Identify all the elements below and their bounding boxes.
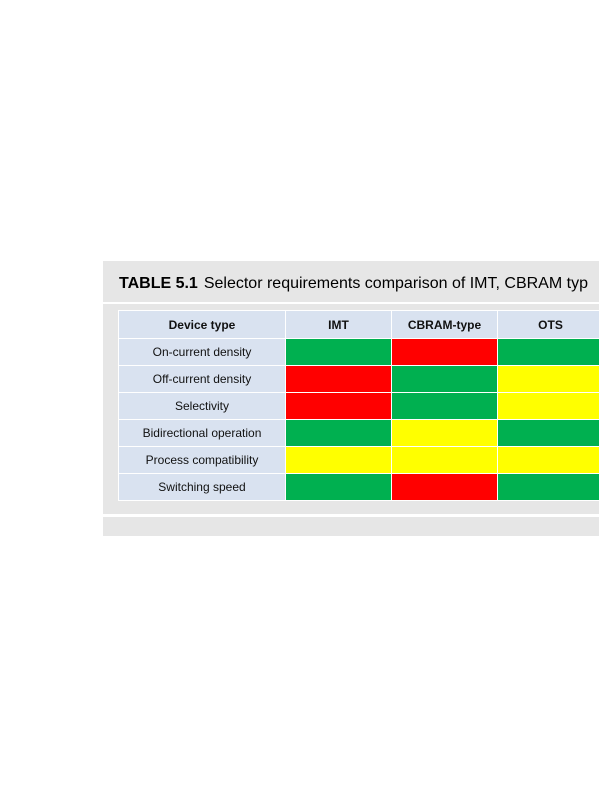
- rating-cell-good: [391, 392, 498, 420]
- table-row: Process compatibility: [118, 446, 599, 474]
- table-figure: TABLE 5.1 Selector requirements compariso…: [103, 261, 599, 536]
- rating-cell-good: [391, 365, 498, 393]
- rating-cell-bad: [285, 365, 392, 393]
- header-ots: OTS: [497, 310, 599, 339]
- rating-cell-good: [497, 419, 599, 447]
- row-label: On-current density: [118, 338, 286, 366]
- rating-cell-medium: [391, 419, 498, 447]
- header-imt: IMT: [285, 310, 392, 339]
- table-row: Selectivity: [118, 392, 599, 420]
- rating-cell-good: [497, 473, 599, 501]
- rating-cell-medium: [497, 392, 599, 420]
- table-number: TABLE 5.1: [119, 275, 198, 292]
- rating-cell-good: [285, 473, 392, 501]
- rating-cell-medium: [497, 446, 599, 474]
- table-caption: TABLE 5.1 Selector requirements compariso…: [119, 275, 588, 293]
- header-device-type: Device type: [118, 310, 286, 339]
- table-bottom-divider: [103, 514, 599, 517]
- rating-cell-good: [497, 338, 599, 366]
- table-row: On-current density: [118, 338, 599, 366]
- comparison-table: Device type IMT CBRAM-type OTS On-curren…: [118, 310, 599, 501]
- header-cbram: CBRAM-type: [391, 310, 498, 339]
- rating-cell-good: [285, 419, 392, 447]
- rating-cell-medium: [497, 365, 599, 393]
- row-label: Bidirectional operation: [118, 419, 286, 447]
- header-row: Device type IMT CBRAM-type OTS: [118, 310, 599, 339]
- rating-cell-medium: [391, 446, 498, 474]
- row-label: Selectivity: [118, 392, 286, 420]
- rating-cell-bad: [285, 392, 392, 420]
- rating-cell-bad: [391, 338, 498, 366]
- rating-cell-good: [285, 338, 392, 366]
- row-label: Switching speed: [118, 473, 286, 501]
- rating-cell-medium: [285, 446, 392, 474]
- table-title: Selector requirements comparison of IMT,…: [203, 275, 588, 292]
- row-label: Process compatibility: [118, 446, 286, 474]
- table-row: Off-current density: [118, 365, 599, 393]
- table-row: Bidirectional operation: [118, 419, 599, 447]
- caption-band: TABLE 5.1 Selector requirements compariso…: [103, 261, 599, 302]
- caption-divider: [103, 302, 599, 304]
- rating-cell-bad: [391, 473, 498, 501]
- row-label: Off-current density: [118, 365, 286, 393]
- table-row: Switching speed: [118, 473, 599, 501]
